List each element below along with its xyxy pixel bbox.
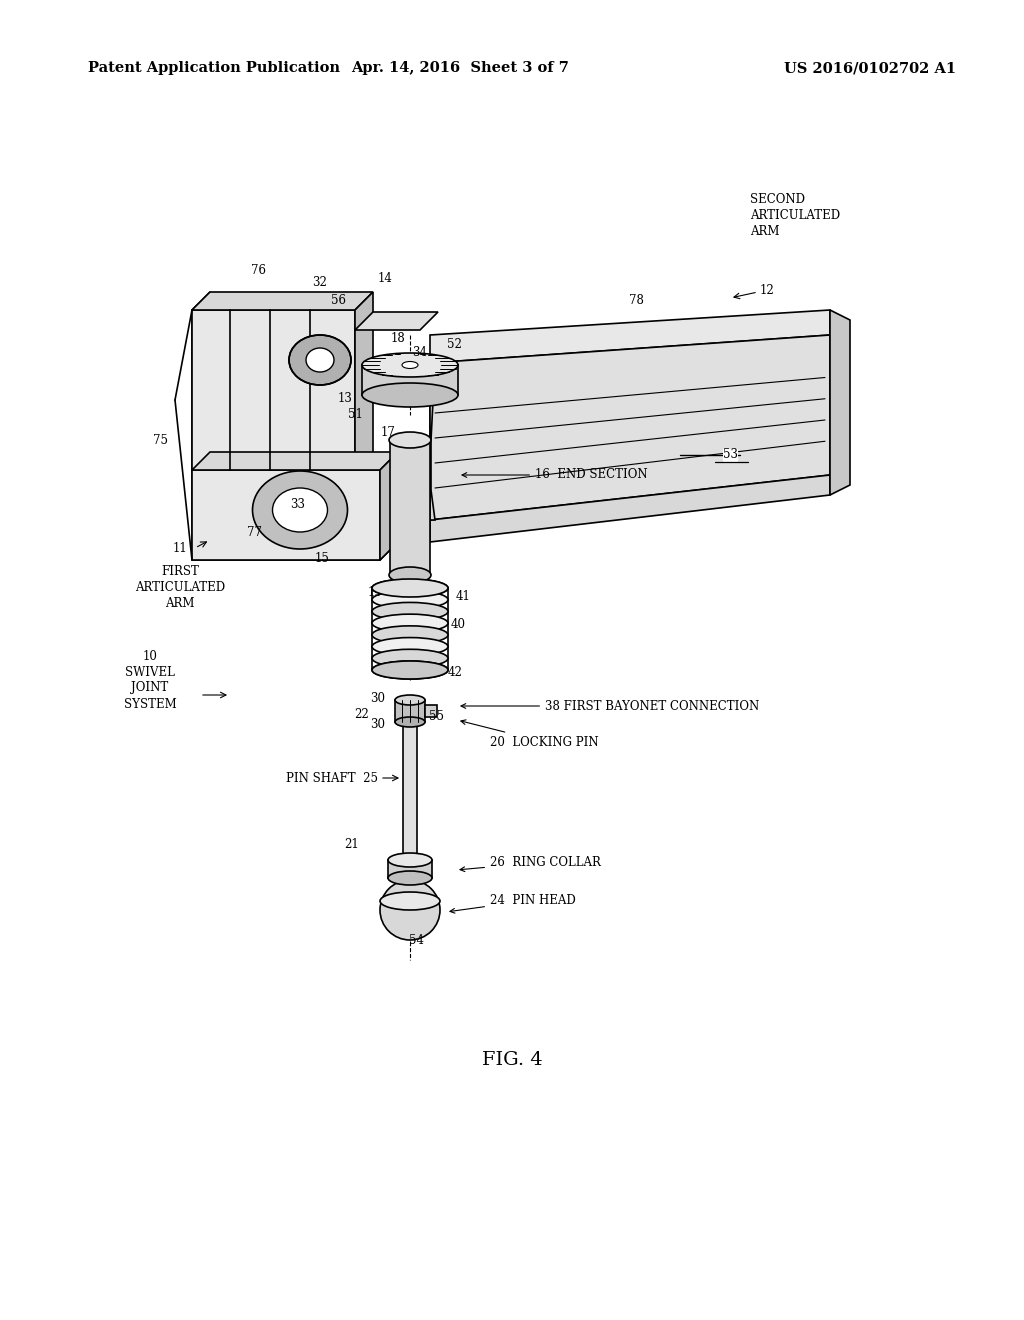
Text: 15: 15 [314,552,330,565]
Ellipse shape [372,591,449,609]
Ellipse shape [372,661,449,678]
Ellipse shape [388,853,432,867]
Polygon shape [193,310,355,470]
Ellipse shape [380,892,440,909]
Polygon shape [395,700,425,722]
Text: 20  LOCKING PIN: 20 LOCKING PIN [461,719,599,748]
Text: 34: 34 [413,346,427,359]
Ellipse shape [372,649,449,668]
Ellipse shape [362,352,458,378]
Ellipse shape [388,871,432,884]
Ellipse shape [362,383,458,407]
Text: 19: 19 [368,586,382,598]
Ellipse shape [372,602,449,620]
Polygon shape [380,451,398,560]
Text: 32: 32 [312,276,328,289]
Text: US 2016/0102702 A1: US 2016/0102702 A1 [784,61,956,75]
Polygon shape [390,440,430,576]
Ellipse shape [389,432,431,447]
Text: 41: 41 [456,590,470,603]
Text: FIRST
ARTICULATED
ARM: FIRST ARTICULATED ARM [135,565,225,610]
Ellipse shape [372,579,449,597]
Text: 26  RING COLLAR: 26 RING COLLAR [460,855,601,871]
Ellipse shape [395,696,425,705]
Ellipse shape [372,579,449,597]
Text: FIG. 4: FIG. 4 [481,1051,543,1069]
Text: 10
SWIVEL
JOINT
SYSTEM: 10 SWIVEL JOINT SYSTEM [124,649,176,710]
Ellipse shape [395,717,425,727]
Text: 30: 30 [371,692,385,705]
Polygon shape [193,292,373,310]
Text: 24  PIN HEAD: 24 PIN HEAD [450,894,575,913]
Ellipse shape [272,488,328,532]
Polygon shape [193,292,210,560]
Text: 42: 42 [447,667,463,680]
Polygon shape [430,363,435,520]
Text: SECOND
ARTICULATED
ARM: SECOND ARTICULATED ARM [750,193,840,238]
Polygon shape [193,543,398,560]
Polygon shape [388,861,432,878]
Polygon shape [403,722,417,909]
Ellipse shape [289,335,351,385]
Text: 51: 51 [347,408,362,421]
Ellipse shape [372,638,449,656]
Text: 53: 53 [723,449,737,462]
Text: PIN SHAFT  25: PIN SHAFT 25 [286,771,378,784]
Text: 16  END SECTION: 16 END SECTION [462,469,647,482]
Text: 78: 78 [629,293,643,306]
Polygon shape [362,366,458,395]
Text: 21: 21 [345,838,359,851]
Text: Patent Application Publication: Patent Application Publication [88,61,340,75]
Text: 18: 18 [390,331,406,345]
Polygon shape [193,451,398,470]
Ellipse shape [306,348,334,372]
Ellipse shape [380,880,440,940]
Text: Apr. 14, 2016  Sheet 3 of 7: Apr. 14, 2016 Sheet 3 of 7 [351,61,569,75]
Polygon shape [430,310,830,363]
Text: 22: 22 [354,708,370,721]
Polygon shape [430,475,830,543]
Text: 14: 14 [378,272,392,285]
Text: 38 FIRST BAYONET CONNECTION: 38 FIRST BAYONET CONNECTION [461,700,759,713]
Ellipse shape [372,661,449,678]
Polygon shape [355,312,438,330]
Polygon shape [355,292,373,470]
Text: 33: 33 [291,499,305,511]
Ellipse shape [372,614,449,632]
Text: 12: 12 [760,284,775,297]
Text: 55: 55 [429,710,444,722]
Text: 17: 17 [381,425,395,438]
Text: 40: 40 [451,619,466,631]
Text: 56: 56 [331,293,345,306]
Polygon shape [830,310,850,495]
Polygon shape [193,470,380,560]
Text: 75: 75 [153,433,168,446]
Text: 54: 54 [409,933,424,946]
Ellipse shape [253,471,347,549]
Ellipse shape [372,626,449,644]
Text: 52: 52 [446,338,462,351]
Ellipse shape [402,362,418,368]
Polygon shape [425,705,437,717]
Text: 11: 11 [173,541,187,554]
Polygon shape [430,335,830,520]
Text: 13: 13 [338,392,352,404]
Ellipse shape [389,568,431,583]
Text: 30: 30 [371,718,385,730]
Text: 76: 76 [251,264,265,276]
Text: 77: 77 [248,525,262,539]
